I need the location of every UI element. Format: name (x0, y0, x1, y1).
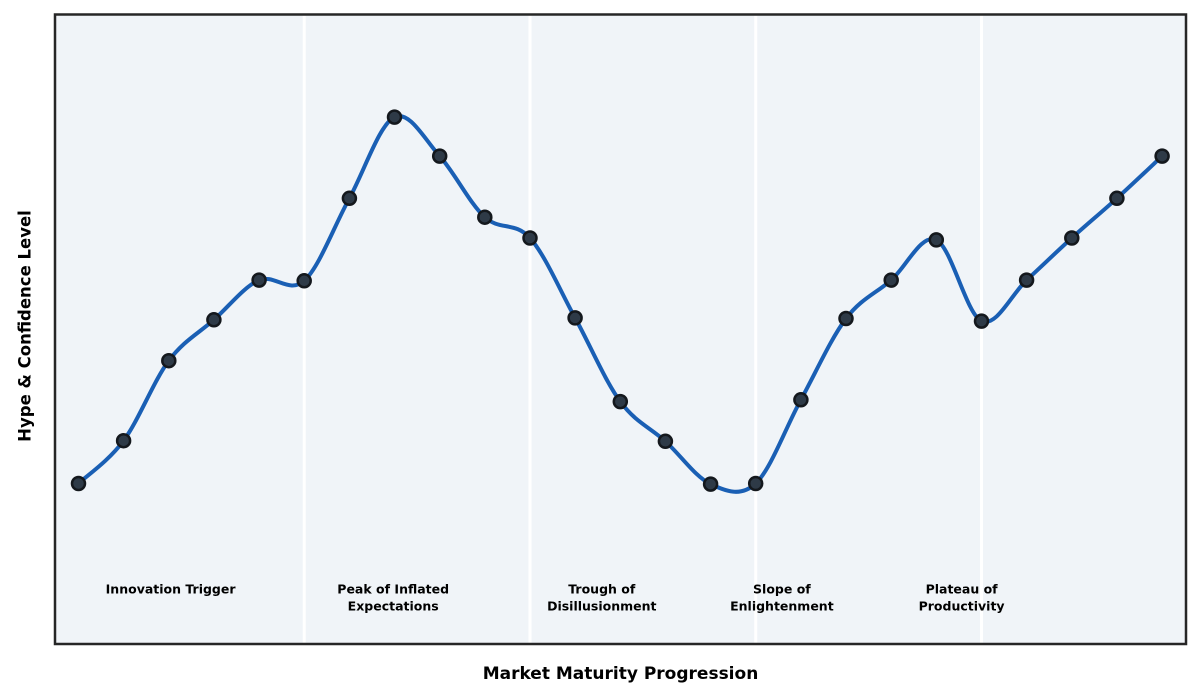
phase-label: Trough of Disillusionment (547, 582, 656, 614)
data-point-marker (522, 230, 538, 246)
data-point-marker (928, 232, 945, 248)
data-point-marker (1109, 190, 1125, 207)
data-point-marker (161, 352, 177, 369)
x-axis-label: Market Maturity Progression (483, 664, 759, 684)
data-point-marker (206, 312, 222, 328)
plot-frame (53, 13, 1188, 646)
data-point-marker (1064, 230, 1080, 246)
data-point-marker (883, 272, 899, 288)
data-point-marker (793, 392, 809, 408)
phase-label: Innovation Trigger (106, 582, 237, 597)
phase-label: Peak of Inflated Expectations (337, 582, 449, 614)
data-point-marker (477, 209, 493, 225)
data-point-marker (341, 190, 358, 207)
phase-dividers (302, 15, 983, 643)
phase-label: Slope of Enlightenment (730, 582, 834, 614)
data-point-marker (70, 475, 87, 492)
data-point-marker (1154, 148, 1170, 164)
data-point-marker (567, 310, 583, 326)
phase-labels: Innovation Trigger Peak of Inflated Expect… (106, 582, 1005, 614)
data-point-marker (747, 475, 764, 492)
data-point-marker (657, 433, 674, 450)
data-point-marker (386, 109, 403, 125)
data-point-marker (431, 148, 448, 164)
data-point-marker (296, 273, 312, 289)
phase-label: Plateau of Productivity (919, 582, 1005, 614)
data-point-marker (115, 432, 132, 449)
data-point-marker (838, 310, 854, 327)
data-point-marker (702, 476, 719, 492)
plot-area-background (55, 14, 1186, 644)
data-point-marker (251, 272, 267, 288)
curve-layer (70, 109, 1170, 494)
data-point-marker (1018, 272, 1035, 288)
data-point-marker (973, 313, 990, 329)
y-axis-label: Hype & Confidence Level (16, 210, 35, 442)
data-point-marker (612, 393, 629, 410)
